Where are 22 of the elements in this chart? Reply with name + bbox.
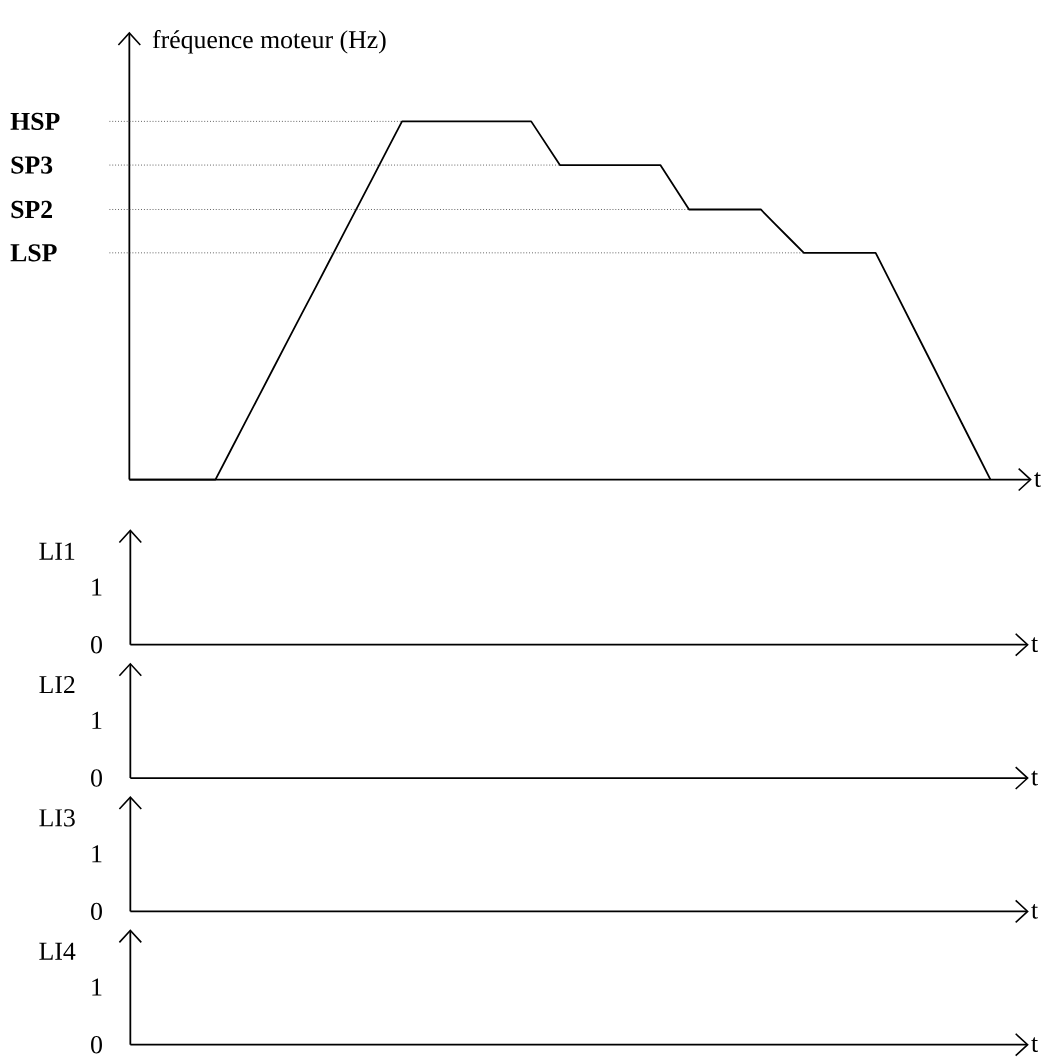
text: LI2	[39, 675, 75, 694]
text: 1	[92, 578, 102, 596]
text: 1	[92, 845, 102, 863]
text: LI3	[39, 809, 75, 827]
text: LI1	[39, 542, 75, 560]
text: 0	[91, 902, 103, 921]
text: 1	[92, 978, 102, 996]
ref-line-label: LSP	[10, 244, 57, 262]
ref-line-label: SP3	[11, 156, 53, 174]
text: 1	[92, 711, 102, 729]
x-axis-title: t	[1034, 472, 1042, 487]
ref-line-label: HSP	[10, 112, 60, 131]
text: t	[1031, 1037, 1039, 1053]
text: 0	[91, 769, 103, 787]
text: t	[1031, 904, 1039, 919]
text: 0	[91, 1036, 103, 1054]
text: t	[1031, 770, 1039, 786]
ref-line-label: SP2	[11, 200, 53, 219]
text: t	[1031, 637, 1039, 653]
y-axis-title: fréquence moteur (Hz)	[153, 29, 386, 54]
text: LI4	[39, 942, 76, 960]
text: 0	[91, 636, 103, 654]
